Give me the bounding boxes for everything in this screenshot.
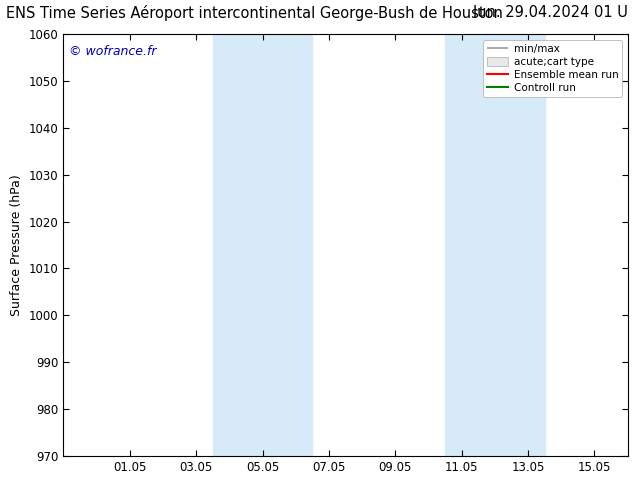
Bar [478,34,545,456]
Text: lun. 29.04.2024 01 U: lun. 29.04.2024 01 U [473,5,628,20]
Text: © wofrance.fr: © wofrance.fr [69,45,157,58]
Y-axis label: Surface Pressure (hPa): Surface Pressure (hPa) [10,174,23,316]
Bar [445,34,478,456]
Text: ENS Time Series Aéroport intercontinental George-Bush de Houston: ENS Time Series Aéroport intercontinenta… [6,5,503,21]
Bar [213,34,279,456]
Bar [279,34,313,456]
Legend: min/max, acute;cart type, Ensemble mean run, Controll run: min/max, acute;cart type, Ensemble mean … [483,40,623,97]
